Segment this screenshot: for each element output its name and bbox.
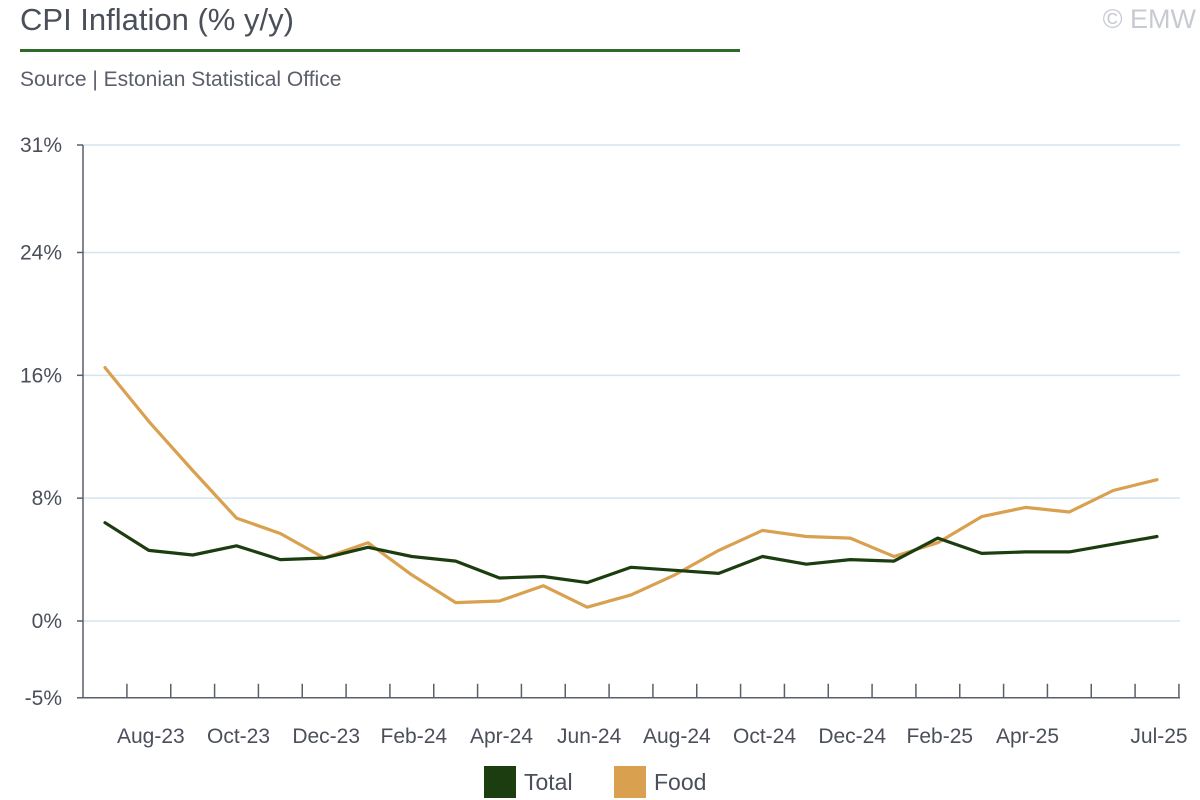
legend: Total Food bbox=[0, 764, 1200, 800]
series-line-food bbox=[105, 368, 1157, 608]
x-tick-label: Oct-24 bbox=[733, 725, 796, 748]
x-tick-label: Oct-23 bbox=[207, 725, 270, 748]
legend-item-total: Total bbox=[484, 764, 573, 800]
y-tick-label: 31% bbox=[20, 134, 62, 157]
x-tick-label: Feb-25 bbox=[907, 725, 974, 748]
y-tick-label: 8% bbox=[32, 487, 62, 510]
x-tick-label: Apr-25 bbox=[996, 725, 1059, 748]
legend-label: Food bbox=[654, 769, 706, 796]
legend-swatch bbox=[614, 766, 646, 798]
x-tick-label: Apr-24 bbox=[470, 725, 533, 748]
x-tick-label: Jun-24 bbox=[557, 725, 622, 748]
x-tick-label: Jul-25 bbox=[1130, 725, 1187, 748]
x-tick-label: Feb-24 bbox=[381, 725, 448, 748]
x-tick-label: Aug-24 bbox=[643, 725, 711, 748]
x-tick-label: Dec-23 bbox=[292, 725, 360, 748]
x-tick-label: Dec-24 bbox=[818, 725, 886, 748]
legend-label: Total bbox=[524, 769, 573, 796]
legend-item-food: Food bbox=[614, 764, 706, 800]
series-line-total bbox=[105, 523, 1157, 583]
legend-swatch bbox=[484, 766, 516, 798]
y-tick-label: 16% bbox=[20, 364, 62, 387]
y-tick-label: -5% bbox=[25, 687, 62, 710]
x-tick-label: Aug-23 bbox=[117, 725, 185, 748]
y-tick-label: 24% bbox=[20, 241, 62, 264]
y-tick-label: 0% bbox=[32, 610, 62, 633]
